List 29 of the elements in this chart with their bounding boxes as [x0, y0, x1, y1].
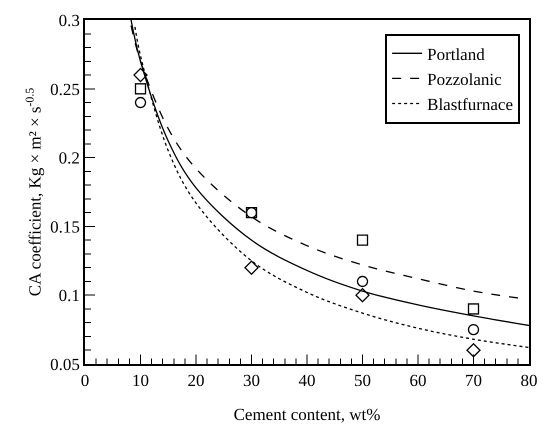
x-tick-label: 70 [465, 371, 482, 390]
x-tick-label: 20 [188, 371, 204, 390]
point [468, 303, 480, 315]
y-tick-label: 0.3 [58, 10, 80, 30]
x-tick-label: 80 [520, 371, 538, 390]
point [134, 96, 146, 108]
point [133, 68, 148, 82]
y-tick-label: 0.25 [50, 80, 80, 99]
point [355, 288, 370, 302]
x-tick-label: 10 [132, 371, 149, 390]
x-tick-label: 50 [354, 371, 371, 390]
y-tick-label: 0.15 [50, 217, 80, 236]
legend-label: Blastfurnace [427, 95, 514, 114]
legend-label: Portland [427, 44, 486, 64]
y-tick-label: 0.05 [50, 354, 80, 374]
y-tick-label: 0.2 [58, 148, 80, 168]
point [356, 276, 368, 288]
point [244, 260, 259, 275]
x-tick-label: 40 [298, 371, 316, 390]
point [466, 343, 481, 358]
point [468, 324, 480, 336]
point [134, 83, 146, 94]
x-tick-label: 60 [410, 371, 426, 390]
x-axis-title: Cement content, wt% [234, 405, 380, 424]
x-tick-label: 0 [80, 371, 90, 390]
y-tick-label: 0.1 [58, 286, 80, 306]
x-tick-label: 30 [243, 371, 260, 390]
legend-label: Pozzolanic [427, 70, 502, 90]
point [356, 234, 368, 246]
